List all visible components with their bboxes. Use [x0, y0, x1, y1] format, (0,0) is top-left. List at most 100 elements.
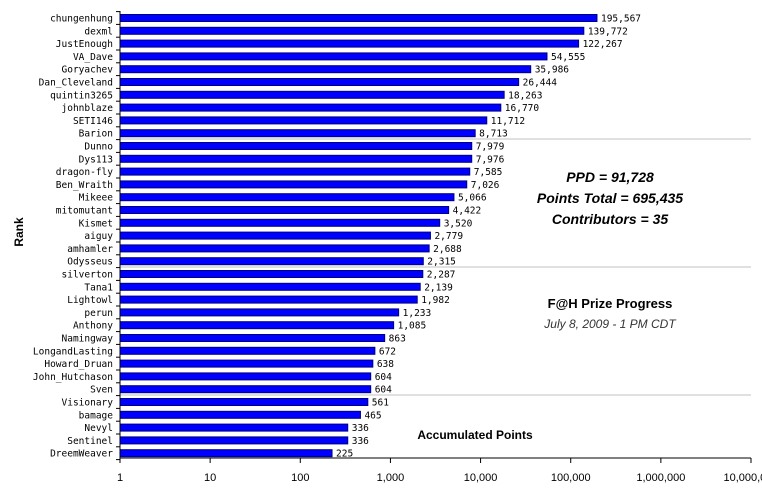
- contributor-label: mitomutant: [56, 206, 113, 217]
- contributor-label: VA_Dave: [73, 52, 113, 63]
- bar-SETI146: [119, 116, 488, 125]
- value-label: 35,986: [535, 65, 570, 76]
- contributor-label: bamage: [79, 410, 114, 421]
- contributor-label: Lightowl: [67, 295, 113, 306]
- contributor-label: silverton: [62, 270, 113, 281]
- value-label: 1,085: [398, 321, 427, 332]
- bar-Tana1: [119, 282, 421, 291]
- bar-VA_Dave: [119, 52, 548, 61]
- bar-Kismet: [119, 218, 441, 227]
- x-tick-label: 100,000: [551, 472, 591, 484]
- value-label: 139,772: [588, 26, 628, 37]
- contributor-label: DreemWeaver: [50, 449, 113, 460]
- contributor-label: chungenhung: [50, 14, 113, 25]
- x-axis-title: Accumulated Points: [417, 428, 533, 442]
- value-label: 225: [336, 449, 353, 460]
- x-axis: 1 10 100 1,000 10,000 100,000 1,000,000 10,000,…: [116, 11, 762, 484]
- contributor-label: amhamler: [67, 244, 113, 255]
- bar-Ben_Wraith: [119, 180, 468, 189]
- value-label: 1,982: [421, 295, 450, 306]
- contributor-label: Barion: [79, 129, 113, 140]
- bar-Odysseus: [119, 257, 424, 266]
- bar-dragon-fly: [119, 167, 471, 176]
- value-label: 1,233: [403, 308, 432, 319]
- bar-LongandLasting: [119, 346, 376, 355]
- bar-DreemWeaver: [119, 449, 333, 458]
- contributor-label: quintin3265: [50, 90, 113, 101]
- contributor-label: Dys113: [79, 154, 113, 165]
- contributor-label: Ben_Wraith: [56, 180, 113, 191]
- bar-perun: [119, 308, 400, 317]
- value-label: 604: [375, 372, 392, 383]
- bar-aiguy: [119, 231, 431, 240]
- contributor-label: SETI146: [73, 116, 113, 127]
- contributor-label: Namingway: [62, 334, 114, 345]
- value-label: 18,263: [508, 90, 542, 101]
- value-label: 122,267: [583, 39, 623, 50]
- value-label: 2,779: [434, 231, 463, 242]
- bar-silverton: [119, 270, 424, 278]
- value-label: 2,315: [427, 257, 456, 268]
- contributor-label: perun: [84, 308, 113, 319]
- value-label: 7,979: [476, 142, 505, 153]
- bar-bamage: [119, 410, 361, 419]
- bar-chungenhung: [119, 14, 598, 22]
- contributor-label: Anthony: [73, 321, 113, 332]
- ppd-annotation: PPD = 91,728: [566, 169, 654, 185]
- x-tick-label: 10,000,000: [723, 472, 762, 484]
- value-label: 2,287: [427, 270, 456, 281]
- bar-Namingway: [119, 334, 386, 342]
- value-label: 561: [372, 398, 389, 409]
- bar-dexml: [119, 26, 585, 35]
- value-label: 54,555: [551, 52, 585, 63]
- bar-Nevyl: [119, 423, 349, 432]
- contributor-label: Sven: [90, 385, 113, 396]
- x-tick-label: 10,000: [464, 472, 498, 484]
- contributor-label: John_Hutchason: [33, 372, 113, 383]
- bar-Dunno: [119, 142, 473, 150]
- bar-Sentinel: [119, 436, 349, 445]
- contributor-label: Dunno: [84, 142, 113, 153]
- value-label: 7,585: [474, 167, 503, 178]
- y-axis-title: Rank: [12, 217, 26, 247]
- value-label: 336: [352, 436, 369, 447]
- bar-Barion: [119, 129, 476, 138]
- value-label: 4,422: [453, 206, 482, 217]
- bar-Howard_Druan: [119, 359, 374, 368]
- value-label: 8,713: [479, 129, 508, 140]
- bar-Lightowl: [119, 295, 418, 304]
- bar-Sven: [119, 385, 372, 394]
- contributor-label: Goryachev: [62, 65, 114, 76]
- x-tick-label: 1: [117, 472, 123, 484]
- value-label: 11,712: [491, 116, 525, 127]
- contributor-label: Nevyl: [84, 423, 113, 434]
- value-label: 7,026: [471, 180, 500, 191]
- x-tick-label: 1,000,000: [636, 472, 685, 484]
- value-label: 672: [379, 346, 396, 357]
- contributor-label: Dan_Cleveland: [39, 78, 113, 89]
- value-labels: 195,567139,772122,26754,55535,98626,4441…: [336, 14, 641, 460]
- bar-Visionary: [119, 398, 369, 406]
- contributor-label: aiguy: [84, 231, 113, 242]
- bar-John_Hutchason: [119, 372, 372, 381]
- x-tick-label: 10: [204, 472, 216, 484]
- value-label: 863: [389, 334, 406, 345]
- x-tick-label: 100: [291, 472, 309, 484]
- contributor-label: Howard_Druan: [44, 359, 113, 370]
- contributor-label: dragon-fly: [56, 167, 113, 178]
- contributor-label: Sentinel: [67, 436, 113, 447]
- contributor-label: Odysseus: [67, 257, 113, 268]
- bar-mitomutant: [119, 206, 450, 214]
- bar-Mikeee: [119, 193, 455, 202]
- value-label: 16,770: [505, 103, 540, 114]
- contributor-label: dexml: [84, 26, 113, 37]
- bar-Anthony: [119, 321, 395, 330]
- progress-title: F@H Prize Progress: [548, 296, 673, 311]
- value-label: 465: [364, 410, 381, 421]
- x-tick-label: 1,000: [377, 472, 405, 484]
- bar-johnblaze: [119, 103, 502, 112]
- contributor-label: LongandLasting: [33, 346, 113, 357]
- value-label: 195,567: [601, 14, 641, 25]
- value-label: 604: [375, 385, 392, 396]
- value-label: 26,444: [523, 78, 558, 89]
